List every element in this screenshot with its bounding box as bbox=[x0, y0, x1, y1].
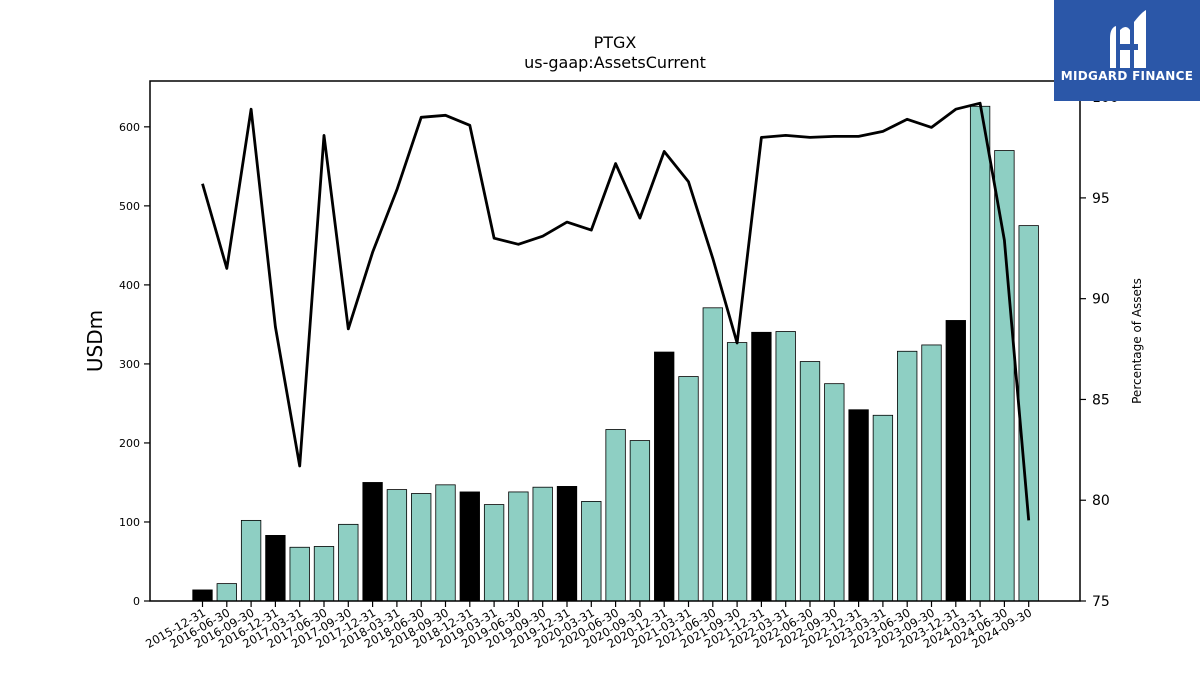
y-tick-label: 300 bbox=[119, 358, 140, 371]
line-series bbox=[201, 101, 1031, 521]
bar-2016-12-31 bbox=[265, 535, 286, 602]
y2-tick-label: 75 bbox=[1092, 594, 1110, 610]
bar-2018-12-31 bbox=[459, 491, 480, 602]
y-tick-label: 600 bbox=[119, 121, 140, 134]
bar-2019-09-30 bbox=[532, 486, 553, 602]
bar-2018-03-31 bbox=[386, 489, 408, 602]
bar-2024-06-30 bbox=[994, 150, 1015, 602]
bar-2024-09-30 bbox=[1018, 225, 1039, 602]
percentage-line bbox=[201, 101, 1031, 521]
bar-2022-06-30 bbox=[799, 361, 821, 602]
y2-axis-label: Percentage of Assets bbox=[1130, 278, 1144, 404]
y2-tick-label: 95 bbox=[1092, 191, 1110, 207]
bar-2019-03-31 bbox=[483, 504, 505, 602]
y-axis-label: USDm bbox=[83, 310, 107, 372]
bar-2021-12-31 bbox=[751, 331, 772, 602]
bar-2019-12-31 bbox=[556, 486, 578, 602]
y-tick-label: 100 bbox=[119, 516, 140, 529]
brand-name: MIDGARD FINANCE bbox=[1060, 69, 1194, 83]
bar-2020-06-30 bbox=[605, 429, 626, 602]
bar-2017-03-31 bbox=[289, 546, 310, 602]
bar-2016-06-30 bbox=[216, 583, 237, 602]
bar-2022-09-30 bbox=[824, 383, 845, 602]
x-axis: 2015-12-312016-06-302016-09-302016-12-31… bbox=[143, 601, 1034, 651]
bar-2024-03-31 bbox=[969, 105, 991, 602]
y2-tick-label: 90 bbox=[1092, 292, 1110, 308]
bar-2020-12-31 bbox=[654, 351, 675, 602]
bar-2023-12-31 bbox=[945, 320, 966, 602]
bar-2023-03-31 bbox=[872, 414, 894, 602]
y-tick-label: 0 bbox=[133, 595, 140, 608]
bar-2017-09-30 bbox=[338, 523, 359, 602]
bar-series bbox=[192, 105, 1039, 602]
y-axis-right: 7580859095100 bbox=[1080, 90, 1119, 610]
bar-2018-09-30 bbox=[435, 484, 456, 602]
bar-2017-06-30 bbox=[313, 546, 335, 602]
y-tick-label: 200 bbox=[119, 437, 140, 450]
y-tick-label: 500 bbox=[119, 200, 140, 213]
bar-2022-03-31 bbox=[775, 331, 796, 602]
bar-2023-06-30 bbox=[897, 350, 918, 602]
chart-subtitle: us-gaap:AssetsCurrent bbox=[524, 53, 706, 72]
bar-2021-03-31 bbox=[678, 376, 699, 602]
bar-2023-09-30 bbox=[921, 344, 942, 602]
bar-2019-06-30 bbox=[508, 491, 529, 602]
chart-title: PTGX bbox=[594, 33, 637, 52]
bar-2015-12-31 bbox=[192, 589, 213, 602]
bar-2022-12-31 bbox=[848, 409, 869, 602]
bar-2016-09-30 bbox=[240, 519, 262, 602]
y2-tick-label: 85 bbox=[1092, 392, 1110, 408]
bar-2020-03-31 bbox=[581, 501, 602, 602]
bar-2021-06-30 bbox=[702, 307, 723, 602]
bar-2021-09-30 bbox=[726, 342, 748, 602]
midgard-logo-icon bbox=[1110, 10, 1146, 68]
y-tick-label: 400 bbox=[119, 279, 140, 292]
y-axis-left: 0 100 200 300 400 500 600 bbox=[119, 121, 150, 608]
y2-tick-label: 80 bbox=[1092, 493, 1110, 509]
bar-2018-06-30 bbox=[411, 493, 432, 602]
bar-2017-12-31 bbox=[362, 482, 383, 602]
brand-logo: MIDGARD FINANCE bbox=[1054, 0, 1200, 101]
bar-2020-09-30 bbox=[629, 440, 651, 602]
